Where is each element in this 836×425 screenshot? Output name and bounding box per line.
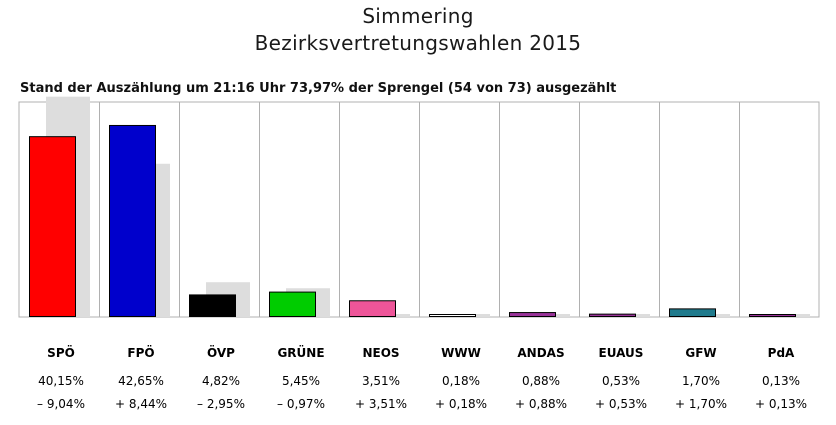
party-label-andas: ANDAS xyxy=(517,346,564,360)
chart-subtitle: Bezirksvertretungswahlen 2015 xyxy=(254,31,582,55)
bar-neos xyxy=(349,300,396,318)
value-label-neos: 3,51% xyxy=(362,374,400,388)
chart-title: Simmering xyxy=(362,4,474,28)
change-label-gruene: – 0,97% xyxy=(277,397,325,411)
change-label-www: + 0,18% xyxy=(435,397,487,411)
value-label-pda: 0,13% xyxy=(762,374,800,388)
bar-oevp xyxy=(189,294,236,318)
change-label-euaus: + 0,53% xyxy=(595,397,647,411)
value-label-euaus: 0,53% xyxy=(602,374,640,388)
change-label-spoe: – 9,04% xyxy=(37,397,85,411)
value-label-andas: 0,88% xyxy=(522,374,560,388)
party-label-neos: NEOS xyxy=(362,346,399,360)
change-label-fpoe: + 8,44% xyxy=(115,397,167,411)
value-label-oevp: 4,82% xyxy=(202,374,240,388)
bar-spoe xyxy=(29,136,76,317)
change-label-gfw: + 1,70% xyxy=(675,397,727,411)
bar-gfw xyxy=(669,308,716,317)
bar-pda xyxy=(749,314,796,317)
bar-euaus xyxy=(589,313,636,317)
party-label-gruene: GRÜNE xyxy=(277,345,324,360)
party-label-gfw: GFW xyxy=(685,346,716,360)
party-label-spoe: SPÖ xyxy=(47,345,75,360)
party-label-fpoe: FPÖ xyxy=(127,345,154,360)
count-status: Stand der Auszählung um 21:16 Uhr 73,97%… xyxy=(20,81,617,96)
bar-gruene xyxy=(269,291,316,317)
bar-www xyxy=(429,314,476,317)
party-label-www: WWW xyxy=(441,346,481,360)
change-label-andas: + 0,88% xyxy=(515,397,567,411)
party-label-pda: PdA xyxy=(768,346,795,360)
bar-fpoe xyxy=(109,124,156,317)
value-label-www: 0,18% xyxy=(442,374,480,388)
bar-andas xyxy=(509,312,556,317)
party-label-euaus: EUAUS xyxy=(599,346,644,360)
party-label-oevp: ÖVP xyxy=(207,345,235,360)
value-label-gruene: 5,45% xyxy=(282,374,320,388)
value-label-spoe: 40,15% xyxy=(38,374,84,388)
change-label-pda: + 0,13% xyxy=(755,397,807,411)
value-label-gfw: 1,70% xyxy=(682,374,720,388)
value-label-fpoe: 42,65% xyxy=(118,374,164,388)
change-label-neos: + 3,51% xyxy=(355,397,407,411)
change-label-oevp: – 2,95% xyxy=(197,397,245,411)
